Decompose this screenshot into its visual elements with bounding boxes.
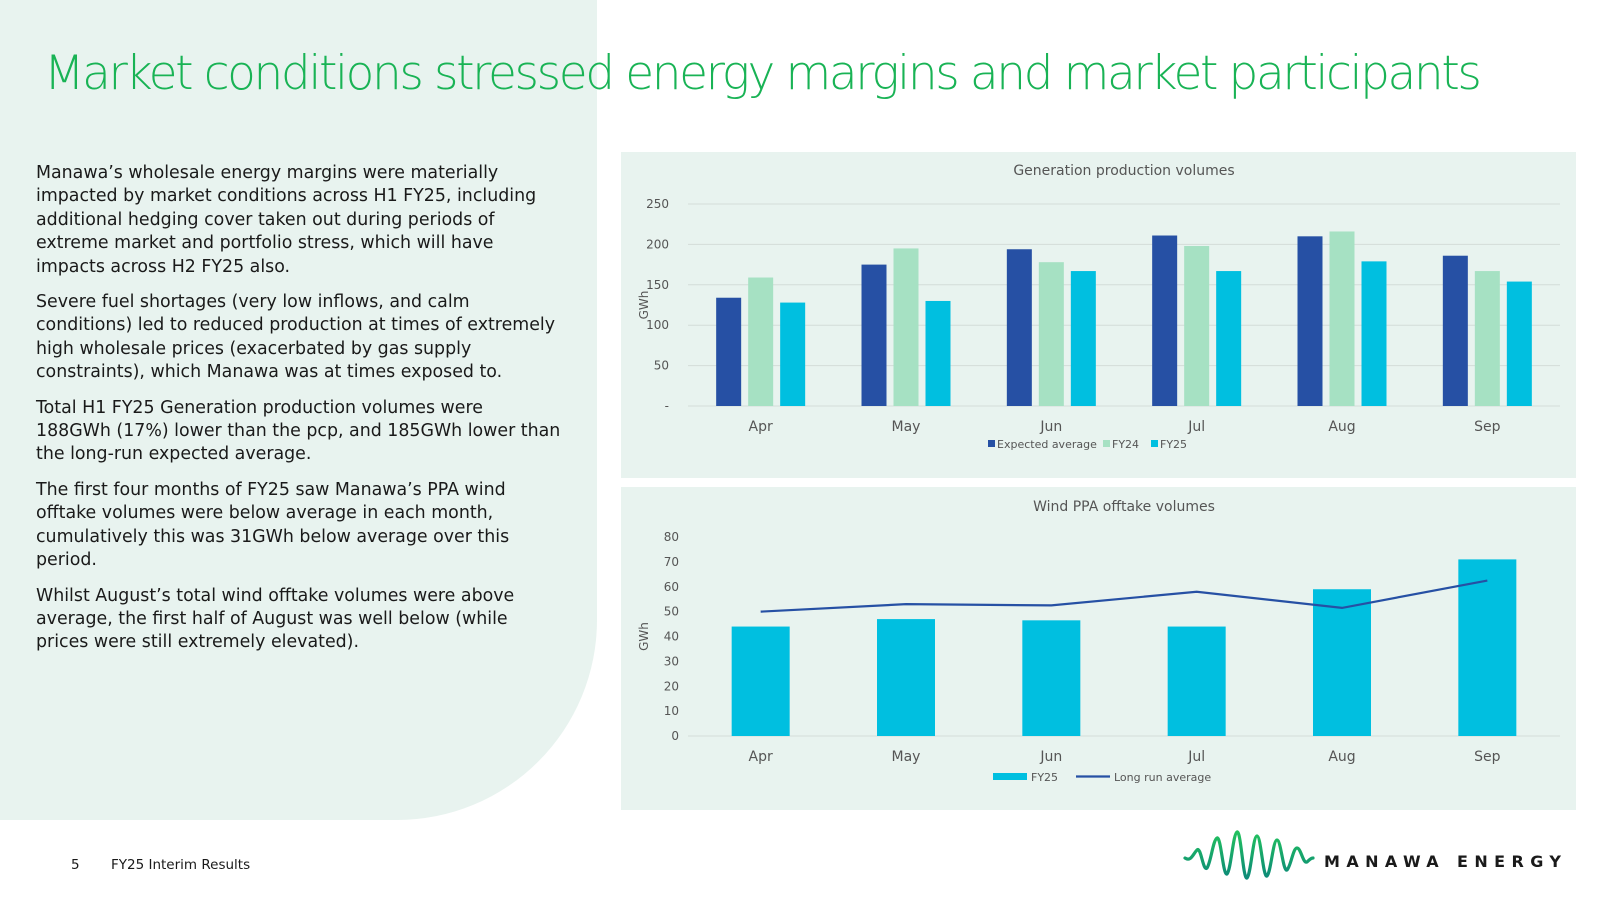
bar-fy24-aug — [1329, 231, 1355, 406]
y-tick-label: - — [665, 399, 669, 413]
x-tick-label: May — [892, 419, 921, 435]
page-title: Market conditions stressed energy margin… — [44, 46, 1482, 101]
bar-fy25-apr — [731, 626, 790, 736]
bar-fy25-jun — [1070, 271, 1096, 406]
chart-title: Generation production volumes — [1013, 163, 1234, 179]
legend-label: FY25 — [1160, 438, 1187, 451]
legend-swatch-fy25 — [993, 773, 1027, 780]
bar-expected-average-jul — [1152, 235, 1178, 406]
bar-fy25-may — [925, 300, 951, 406]
legend-label: Long run average — [1114, 771, 1211, 784]
y-tick-label: 30 — [664, 654, 679, 668]
generation-chart: Generation production volumes GWh - 50 100 15… — [637, 163, 1560, 451]
body-text: Manawa’s wholesale energy margins were m… — [36, 162, 561, 667]
manawa-logo: MANAWA ENERGY — [1183, 828, 1583, 890]
bar-fy24-sep — [1474, 271, 1500, 406]
x-tick-label: Aug — [1328, 419, 1355, 435]
y-tick-label: 20 — [664, 679, 679, 693]
paragraph-wind-offtake: The first four months of FY25 saw Manawa… — [36, 479, 510, 571]
x-tick-label: Jun — [1039, 419, 1062, 435]
left-panel-background — [0, 0, 597, 820]
bar-fy25-aug — [1361, 261, 1387, 406]
paragraph-fuel-shortages: Severe fuel shortages (very low inflows,… — [36, 292, 556, 383]
legend-swatch-fy25 — [1151, 440, 1158, 447]
wind-chart-panel: Wind PPA offtake volumes GWh 0 10 20 30 40 50 60… — [621, 487, 1576, 810]
x-tick-label: Sep — [1474, 749, 1501, 765]
chart-title: Wind PPA offtake volumes — [1033, 499, 1215, 515]
y-axis-label: GWh — [637, 622, 651, 651]
bar-expected-average-may — [861, 264, 887, 406]
y-axis-label: GWh — [637, 291, 651, 320]
bar-expected-average-aug — [1297, 236, 1323, 406]
bar-expected-average-apr — [716, 297, 742, 406]
x-tick-label: Jul — [1187, 419, 1205, 435]
x-tick-label: Apr — [749, 419, 773, 435]
paragraph-margins: Manawa’s wholesale energy margins were m… — [36, 163, 537, 277]
y-tick-label: 70 — [664, 555, 679, 569]
y-tick-label: 250 — [646, 197, 669, 211]
bar-fy25-jul — [1167, 626, 1226, 736]
page-number: 5 — [71, 857, 80, 873]
y-tick-label: 60 — [664, 580, 679, 594]
bar-fy25-sep — [1458, 559, 1517, 736]
bar-fy24-may — [893, 248, 919, 406]
x-tick-label: Aug — [1328, 749, 1355, 765]
y-tick-label: 200 — [646, 237, 669, 251]
y-tick-label: 10 — [664, 704, 679, 718]
bar-fy24-jun — [1038, 262, 1064, 406]
bar-expected-average-jun — [1006, 249, 1032, 406]
paragraph-generation-volumes: Total H1 FY25 Generation production volu… — [36, 397, 561, 465]
y-tick-label: 50 — [664, 605, 679, 619]
wind-chart: Wind PPA offtake volumes GWh 0 10 20 30 40 50 60… — [637, 499, 1560, 784]
line-long-run-average — [760, 579, 1488, 613]
y-tick-label: 40 — [664, 630, 679, 644]
bar-fy25-jun — [1022, 620, 1081, 736]
y-tick-label: 100 — [646, 318, 669, 332]
bar-fy25-apr — [780, 302, 806, 406]
paragraph-august: Whilst August’s total wind offtake volum… — [36, 585, 515, 653]
x-tick-label: Apr — [749, 749, 773, 765]
x-tick-label: Sep — [1474, 419, 1501, 435]
bar-expected-average-sep — [1442, 255, 1468, 406]
bar-fy25-jul — [1216, 271, 1242, 406]
bar-fy25-aug — [1313, 589, 1371, 736]
x-tick-label: Jun — [1039, 749, 1062, 765]
generation-chart-panel: Generation production volumes GWh - 50 100 15… — [621, 152, 1576, 478]
legend-swatch-fy24 — [1103, 440, 1110, 447]
legend-swatch-expected-average — [988, 440, 995, 447]
x-tick-label: May — [892, 749, 921, 765]
legend-label: FY24 — [1112, 438, 1139, 451]
wave-logo-icon — [1183, 830, 1315, 880]
footer-label: FY25 Interim Results — [111, 857, 251, 873]
bar-fy25-may — [877, 619, 935, 736]
bar-fy25-sep — [1506, 281, 1532, 406]
x-tick-label: Jul — [1187, 749, 1205, 765]
y-tick-label: 80 — [664, 530, 679, 544]
legend-label: FY25 — [1031, 771, 1058, 784]
logo-wordmark: MANAWA ENERGY — [1324, 852, 1568, 871]
y-tick-label: 150 — [646, 278, 669, 292]
y-tick-label: 50 — [654, 359, 669, 373]
bar-fy24-apr — [748, 277, 774, 406]
y-tick-label: 0 — [671, 729, 679, 743]
bar-fy24-jul — [1184, 246, 1210, 406]
legend-label: Expected average — [997, 438, 1097, 451]
